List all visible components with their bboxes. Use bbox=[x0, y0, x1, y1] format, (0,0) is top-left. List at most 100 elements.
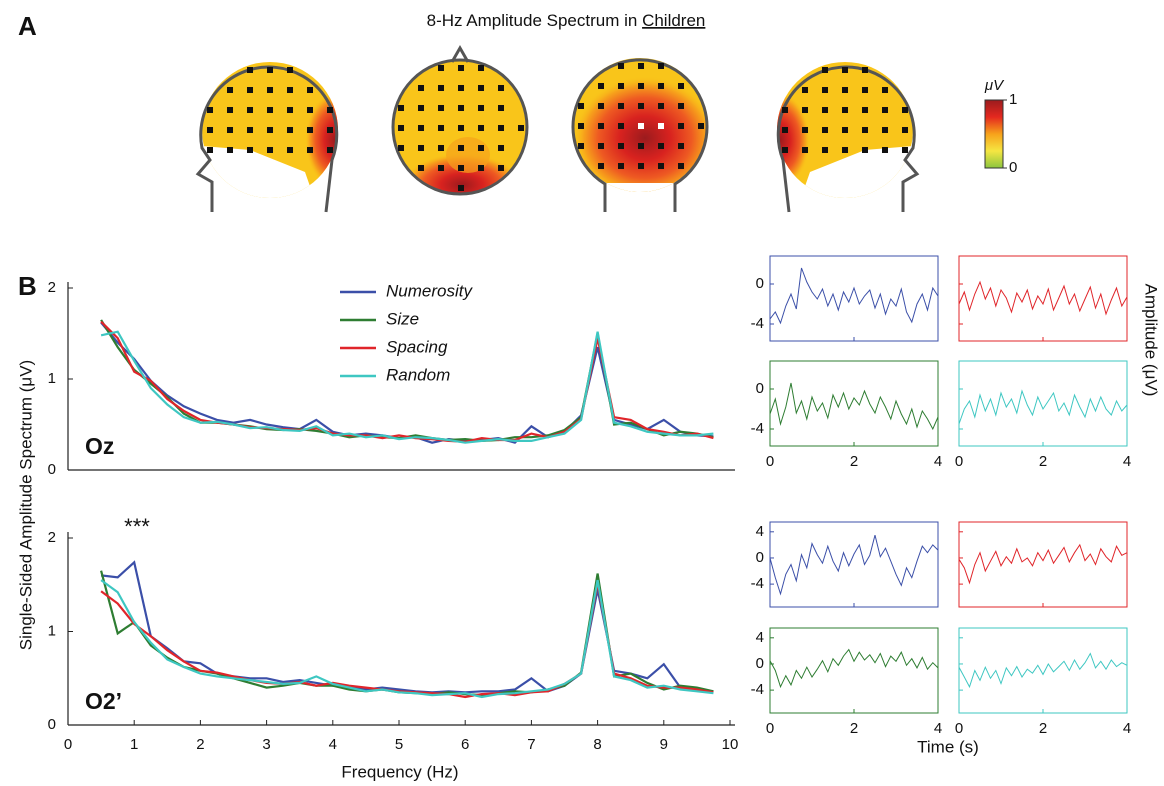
electrode bbox=[207, 147, 213, 153]
legend-label: Numerosity bbox=[386, 281, 473, 300]
electrode bbox=[658, 83, 664, 89]
colorbar-tick-label: 1 bbox=[1009, 91, 1017, 108]
electrode bbox=[658, 103, 664, 109]
electrode bbox=[247, 147, 253, 153]
electrode bbox=[822, 87, 828, 93]
y-tick-label: 0 bbox=[756, 275, 764, 292]
y-tick-label: -4 bbox=[751, 575, 764, 592]
electrode bbox=[782, 147, 788, 153]
panel-frame bbox=[958, 521, 1128, 608]
panel-frame bbox=[769, 255, 939, 342]
x-tick-label: 1 bbox=[130, 736, 138, 753]
electrode bbox=[638, 103, 644, 109]
x-tick-label: 4 bbox=[1123, 720, 1131, 737]
electrode bbox=[618, 63, 624, 69]
electrode bbox=[247, 67, 253, 73]
electrode bbox=[658, 163, 664, 169]
electrode bbox=[247, 127, 253, 133]
electrode bbox=[418, 105, 424, 111]
electrode bbox=[618, 123, 624, 129]
y-tick-label: 2 bbox=[48, 529, 56, 546]
electrode bbox=[698, 123, 704, 129]
trace bbox=[769, 382, 939, 431]
y-tick-label: 4 bbox=[756, 629, 764, 646]
title-emphasis: Children bbox=[642, 11, 705, 30]
colorbar-label: μV bbox=[984, 77, 1005, 94]
electrode bbox=[227, 147, 233, 153]
trace bbox=[769, 267, 939, 325]
x-tick-label: 2 bbox=[850, 453, 858, 470]
electrode bbox=[327, 147, 333, 153]
x-tick-label: 4 bbox=[934, 453, 942, 470]
electrode bbox=[678, 163, 684, 169]
electrode bbox=[478, 85, 484, 91]
x-tick-label: 4 bbox=[1123, 453, 1131, 470]
electrode bbox=[247, 87, 253, 93]
y-tick-label: 4 bbox=[756, 523, 764, 540]
electrode bbox=[578, 123, 584, 129]
electrode bbox=[518, 125, 524, 131]
electrode bbox=[247, 107, 253, 113]
series-line bbox=[100, 560, 714, 694]
electrode bbox=[902, 107, 908, 113]
electrode bbox=[842, 147, 848, 153]
electrode bbox=[842, 67, 848, 73]
x-tick-label: 10 bbox=[722, 736, 739, 753]
electrode bbox=[822, 107, 828, 113]
significance-annotation: *** bbox=[124, 514, 150, 539]
electrode bbox=[802, 127, 808, 133]
electrode bbox=[438, 145, 444, 151]
electrode bbox=[638, 123, 644, 129]
x-tick-label: 4 bbox=[329, 736, 337, 753]
y-tick-label: 0 bbox=[756, 549, 764, 566]
electrode bbox=[438, 125, 444, 131]
electrode bbox=[267, 147, 273, 153]
panel-frame bbox=[769, 360, 939, 447]
electrode bbox=[822, 127, 828, 133]
electrode bbox=[658, 123, 664, 129]
x-axis-label: Time (s) bbox=[917, 737, 979, 756]
panel-label: A bbox=[18, 11, 37, 41]
x-tick-label: 8 bbox=[593, 736, 601, 753]
trace bbox=[769, 648, 939, 689]
electrode bbox=[862, 67, 868, 73]
electrode bbox=[578, 103, 584, 109]
panel-frame bbox=[769, 627, 939, 714]
electrode bbox=[882, 107, 888, 113]
electrode bbox=[842, 87, 848, 93]
electrode bbox=[618, 163, 624, 169]
y-tick-label: 0 bbox=[48, 716, 56, 733]
y-axis-label: Amplitude (μV) bbox=[1142, 284, 1161, 397]
electrode bbox=[578, 143, 584, 149]
electrode bbox=[678, 83, 684, 89]
electrode bbox=[598, 83, 604, 89]
electrode bbox=[478, 105, 484, 111]
electrode bbox=[287, 87, 293, 93]
x-tick-label: 0 bbox=[64, 736, 72, 753]
electrode bbox=[882, 87, 888, 93]
electrode bbox=[862, 87, 868, 93]
electrode bbox=[398, 145, 404, 151]
electrode bbox=[267, 107, 273, 113]
x-tick-label: 0 bbox=[955, 453, 963, 470]
electrode bbox=[598, 123, 604, 129]
electrode bbox=[438, 65, 444, 71]
electrode bbox=[678, 143, 684, 149]
electrode bbox=[458, 125, 464, 131]
x-tick-label: 5 bbox=[395, 736, 403, 753]
electrode bbox=[618, 143, 624, 149]
series-line bbox=[100, 579, 714, 699]
electrode bbox=[418, 85, 424, 91]
electrode bbox=[658, 63, 664, 69]
y-tick-label: 1 bbox=[48, 622, 56, 639]
electrode bbox=[618, 103, 624, 109]
x-tick-label: 9 bbox=[660, 736, 668, 753]
electrode bbox=[287, 147, 293, 153]
electrode bbox=[438, 105, 444, 111]
y-tick-label: -4 bbox=[751, 681, 764, 698]
electrode bbox=[882, 127, 888, 133]
title-text: 8-Hz Amplitude Spectrum in bbox=[427, 11, 638, 30]
electrode bbox=[498, 85, 504, 91]
x-tick-label: 2 bbox=[1039, 720, 1047, 737]
electrode bbox=[862, 127, 868, 133]
